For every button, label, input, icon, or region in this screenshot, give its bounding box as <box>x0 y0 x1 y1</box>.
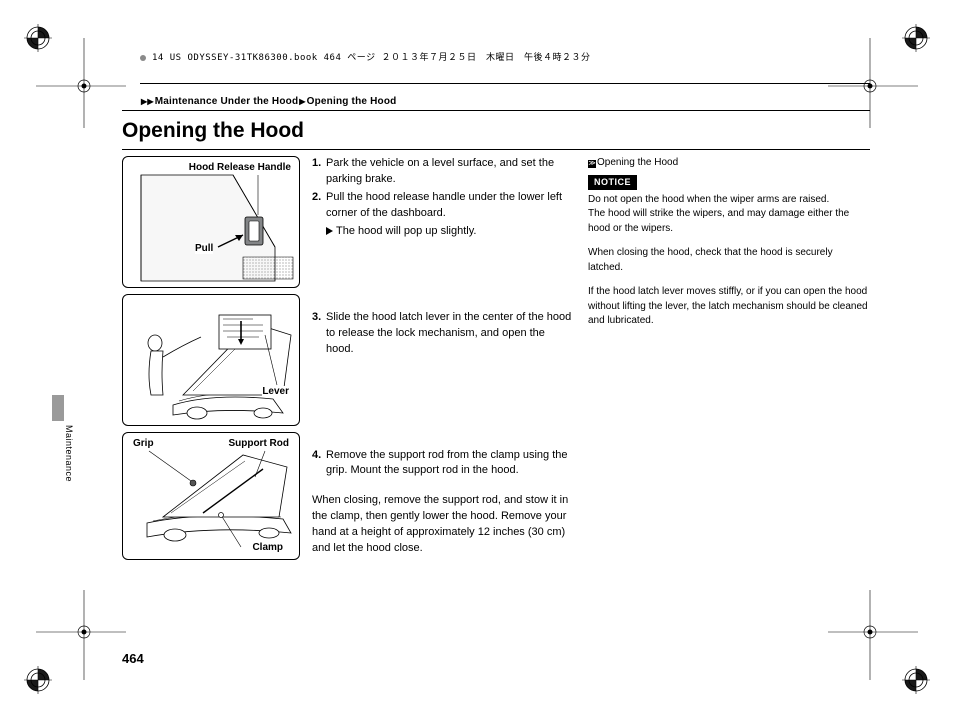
step-3-text: Slide the hood latch lever in the center… <box>326 310 572 358</box>
header-rule <box>140 83 870 84</box>
step-1-text: Park the vehicle on a level surface, and… <box>326 156 572 188</box>
figure-1: Hood Release Handle Pull <box>122 156 300 288</box>
closing-paragraph: When closing, remove the support rod, an… <box>312 493 572 557</box>
fig1-label-pull: Pull <box>195 243 213 254</box>
sidebar-head-text: Opening the Hood <box>597 157 678 168</box>
breadcrumb: ▶▶Maintenance Under the Hood▶Opening the… <box>140 96 880 107</box>
sidebar-column: ≫Opening the Hood NOTICE Do not open the… <box>588 156 868 566</box>
section-tab-bar <box>52 395 64 421</box>
step-number: 2. <box>312 190 326 222</box>
fig1-illustration <box>123 157 301 289</box>
main-columns: Hood Release Handle Pull <box>122 156 880 566</box>
step-2-text: Pull the hood release handle under the l… <box>326 190 572 222</box>
step-number: 3. <box>312 310 326 358</box>
triangle-icon <box>326 227 333 235</box>
step-4: 4. Remove the support rod from the clamp… <box>312 448 572 480</box>
sidebar-p4: If the hood latch lever moves stiffly, o… <box>588 285 868 329</box>
reg-mark-bl-outer <box>24 666 52 694</box>
step-2-sub: The hood will pop up slightly. <box>326 224 572 240</box>
breadcrumb-seg2: Opening the Hood <box>307 96 397 107</box>
steps-column: 1. Park the vehicle on a level surface, … <box>312 156 572 566</box>
figure-column: Hood Release Handle Pull <box>122 156 300 566</box>
step-2: 2. Pull the hood release handle under th… <box>312 190 572 222</box>
fig3-label-support: Support Rod <box>228 438 289 449</box>
step-number: 4. <box>312 448 326 480</box>
step-number: 1. <box>312 156 326 188</box>
step-2-sub-text: The hood will pop up slightly. <box>336 225 476 237</box>
fig1-label-handle: Hood Release Handle <box>189 162 291 173</box>
figure-2: Lever <box>122 294 300 426</box>
fig2-illustration <box>123 295 301 427</box>
chevron-icon: ▶▶ <box>141 97 154 106</box>
step-1: 1. Park the vehicle on a level surface, … <box>312 156 572 188</box>
page-title: Opening the Hood <box>122 119 880 143</box>
page-number: 464 <box>122 651 144 666</box>
fig3-label-grip: Grip <box>133 438 154 449</box>
page-content: 14 US ODYSSEY-31TK86300.book 464 ページ ２０１… <box>90 50 880 670</box>
sidebar-p1: Do not open the hood when the wiper arms… <box>588 193 868 208</box>
breadcrumb-seg1: Maintenance Under the Hood <box>155 96 299 107</box>
figure-3: Grip Support Rod Clamp <box>122 432 300 560</box>
sidebar-p2: The hood will strike the wipers, and may… <box>588 207 868 236</box>
reg-mark-tr-outer <box>902 24 930 52</box>
title-rule <box>122 149 870 150</box>
section-tab: Maintenance <box>52 395 70 475</box>
notice-badge: NOTICE <box>588 175 637 190</box>
sidebar-marker-icon: ≫ <box>588 160 596 168</box>
fig2-label-lever: Lever <box>262 386 289 397</box>
step-4-text: Remove the support rod from the clamp us… <box>326 448 572 480</box>
sidebar-p3: When closing the hood, check that the ho… <box>588 246 868 275</box>
reg-mark-tl-outer <box>24 24 52 52</box>
reg-mark-br-outer <box>902 666 930 694</box>
book-header: 14 US ODYSSEY-31TK86300.book 464 ページ ２０１… <box>90 50 880 63</box>
step-3: 3. Slide the hood latch lever in the cen… <box>312 310 572 358</box>
sidebar-heading: ≫Opening the Hood <box>588 156 868 171</box>
breadcrumb-rule <box>122 110 870 111</box>
section-tab-label: Maintenance <box>64 425 74 482</box>
chevron-icon: ▶ <box>299 97 305 106</box>
fig3-label-clamp: Clamp <box>252 542 283 553</box>
book-info-text: 14 US ODYSSEY-31TK86300.book 464 ページ ２０１… <box>152 53 591 63</box>
